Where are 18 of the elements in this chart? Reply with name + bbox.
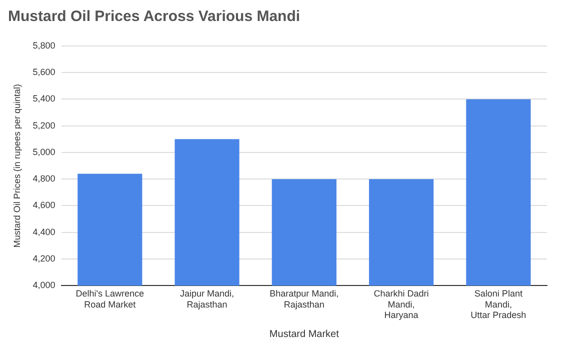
x-tick-label: Charkhi Dadri Mandi, Haryana bbox=[374, 288, 429, 320]
y-tick-label: 4,400 bbox=[32, 226, 56, 237]
x-tick-label: Jaipur Mandi, Rajasthan bbox=[180, 288, 234, 310]
y-tick-label: 5,400 bbox=[32, 94, 56, 104]
y-tick-label: 5,200 bbox=[32, 120, 56, 130]
y-tick-label: 4,000 bbox=[32, 280, 56, 290]
y-tick-label: 5,600 bbox=[32, 67, 56, 78]
y-tick-label: 4,200 bbox=[32, 253, 56, 264]
x-axis-title: Mustard Market bbox=[269, 328, 340, 340]
x-tick-label: Bharatpur Mandi, Rajasthan bbox=[270, 288, 339, 310]
x-tick-label: Saloni Plant Mandi, Uttar Pradesh bbox=[470, 288, 526, 320]
y-tick-label: 4,600 bbox=[32, 200, 56, 210]
x-tick-label: Delhi's Lawrence Road Market bbox=[76, 288, 144, 310]
y-tick-label: 5,800 bbox=[32, 40, 56, 50]
y-tick-label: 4,800 bbox=[32, 174, 56, 184]
y-axis-title: Mustard Oil Prices (in rupees per quintal) bbox=[12, 84, 22, 248]
chart-title: Mustard Oil Prices Across Various Mandi bbox=[8, 8, 300, 26]
y-tick-label: 5,000 bbox=[32, 146, 56, 157]
